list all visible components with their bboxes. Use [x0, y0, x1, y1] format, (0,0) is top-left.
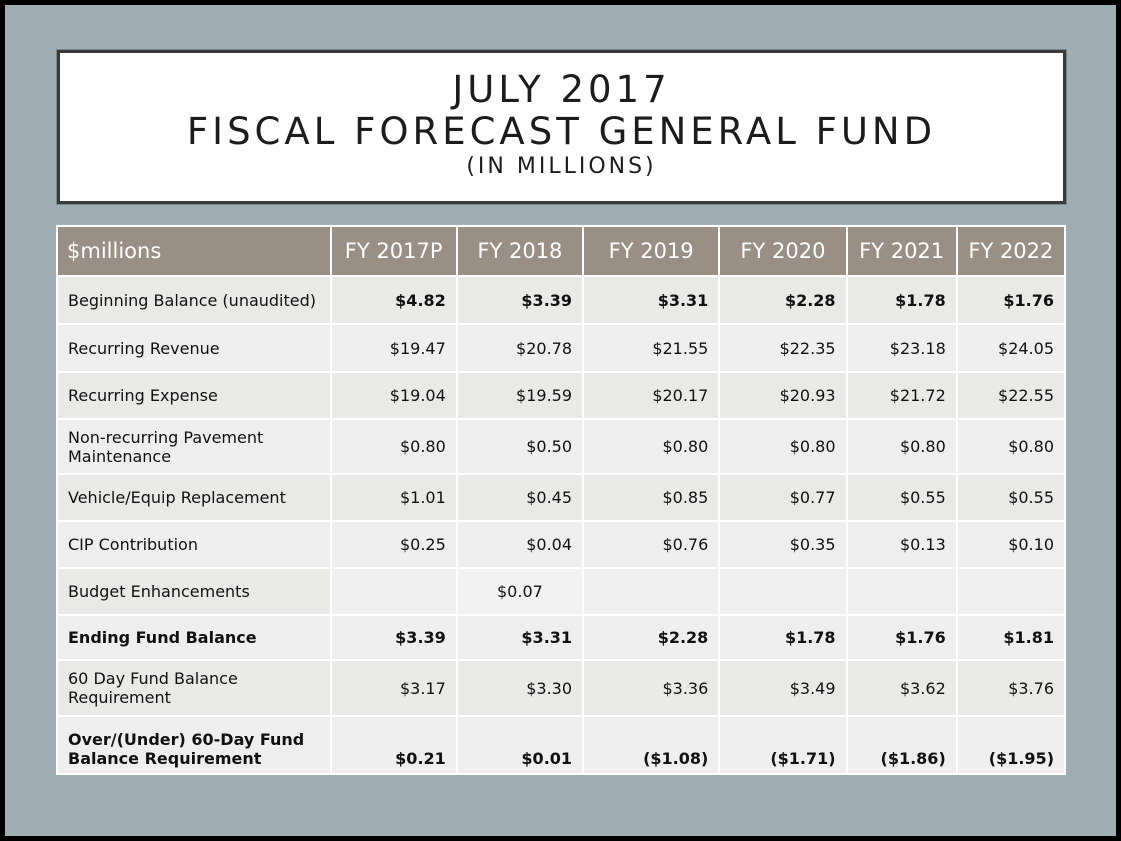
- table-row: 60 Day Fund Balance Requirement $3.17 $3…: [56, 659, 1067, 717]
- table-cell: $0.01: [455, 715, 585, 775]
- table-cell: $23.18: [845, 323, 958, 373]
- table-cell: $1.81: [955, 614, 1067, 661]
- title-date: JULY 2017: [452, 68, 671, 111]
- table-cell: ($1.95): [955, 715, 1067, 775]
- table-cell: $3.36: [582, 659, 721, 717]
- table-cell: $0.80: [718, 418, 848, 475]
- table-cell: $3.39: [329, 614, 458, 661]
- table-cell: $0.80: [582, 418, 721, 475]
- table-cell: $3.30: [455, 659, 585, 717]
- table-cell: $3.31: [582, 275, 721, 325]
- table-cell: $0.10: [955, 520, 1067, 569]
- table-cell: $0.77: [718, 473, 848, 522]
- table-cell: $0.80: [329, 418, 458, 475]
- table-cell: $19.59: [455, 371, 585, 420]
- table-row: Ending Fund Balance $3.39 $3.31 $2.28 $1…: [56, 614, 1067, 661]
- table-cell: $3.49: [718, 659, 848, 717]
- table-cell: $1.01: [329, 473, 458, 522]
- table-cell: $0.07: [455, 567, 585, 616]
- table-cell: ($1.08): [582, 715, 721, 775]
- table-cell: [955, 567, 1067, 616]
- table-cell: $0.21: [329, 715, 458, 775]
- table-cell: $0.04: [455, 520, 585, 569]
- title-box: JULY 2017 FISCAL FORECAST GENERAL FUND (…: [57, 50, 1066, 204]
- table-cell: [845, 567, 958, 616]
- table-cell: [329, 567, 458, 616]
- table-row: Recurring Expense $19.04 $19.59 $20.17 $…: [56, 371, 1067, 420]
- row-label: Budget Enhancements: [56, 567, 332, 616]
- table-cell: [718, 567, 848, 616]
- table-row: CIP Contribution $0.25 $0.04 $0.76 $0.35…: [56, 520, 1067, 569]
- table-cell: $0.85: [582, 473, 721, 522]
- header-fy2019: FY 2019: [582, 225, 721, 277]
- slide: JULY 2017 FISCAL FORECAST GENERAL FUND (…: [5, 5, 1116, 836]
- table-cell: $3.17: [329, 659, 458, 717]
- table-row: Recurring Revenue $19.47 $20.78 $21.55 $…: [56, 323, 1067, 373]
- table-cell: $0.25: [329, 520, 458, 569]
- table-cell: ($1.71): [718, 715, 848, 775]
- table-cell: $21.72: [845, 371, 958, 420]
- table-row: Non-recurring Pavement Maintenance $0.80…: [56, 418, 1067, 475]
- header-fy2020: FY 2020: [718, 225, 848, 277]
- title-main: FISCAL FORECAST GENERAL FUND: [186, 110, 937, 153]
- row-label: Vehicle/Equip Replacement: [56, 473, 332, 522]
- table-cell: ($1.86): [845, 715, 958, 775]
- row-label: Non-recurring Pavement Maintenance: [56, 418, 332, 475]
- header-label: $millions: [56, 225, 332, 277]
- table-cell: $20.93: [718, 371, 848, 420]
- table-cell: $3.31: [455, 614, 585, 661]
- table-row: Over/(Under) 60-Day Fund Balance Require…: [56, 715, 1067, 775]
- row-label: Recurring Revenue: [56, 323, 332, 373]
- row-label: 60 Day Fund Balance Requirement: [56, 659, 332, 717]
- table-cell: $0.80: [845, 418, 958, 475]
- table-cell: $3.62: [845, 659, 958, 717]
- header-row: $millions FY 2017P FY 2018 FY 2019 FY 20…: [56, 225, 1067, 277]
- table-cell: $0.50: [455, 418, 585, 475]
- table-row: Vehicle/Equip Replacement $1.01 $0.45 $0…: [56, 473, 1067, 522]
- table-cell: $19.04: [329, 371, 458, 420]
- table-cell: $0.55: [845, 473, 958, 522]
- table-cell: $21.55: [582, 323, 721, 373]
- table-cell: $1.78: [845, 275, 958, 325]
- table-cell: $19.47: [329, 323, 458, 373]
- title-units: (IN MILLIONS): [466, 154, 657, 179]
- table-cell: $0.13: [845, 520, 958, 569]
- table-cell: $3.39: [455, 275, 585, 325]
- table-cell: $22.55: [955, 371, 1067, 420]
- table-cell: [582, 567, 721, 616]
- row-label: Recurring Expense: [56, 371, 332, 420]
- table-cell: $0.55: [955, 473, 1067, 522]
- header-fy2022: FY 2022: [955, 225, 1067, 277]
- table-cell: $1.76: [955, 275, 1067, 325]
- row-label: CIP Contribution: [56, 520, 332, 569]
- forecast-table: $millions FY 2017P FY 2018 FY 2019 FY 20…: [56, 225, 1067, 775]
- table-cell: $4.82: [329, 275, 458, 325]
- table-cell: $1.78: [718, 614, 848, 661]
- table-row: Beginning Balance (unaudited) $4.82 $3.3…: [56, 275, 1067, 325]
- table-cell: $2.28: [718, 275, 848, 325]
- table-cell: $22.35: [718, 323, 848, 373]
- table-cell: $1.76: [845, 614, 958, 661]
- row-label: Over/(Under) 60-Day Fund Balance Require…: [56, 715, 332, 775]
- table-cell: $20.17: [582, 371, 721, 420]
- table-cell: $3.76: [955, 659, 1067, 717]
- table-cell: $0.80: [955, 418, 1067, 475]
- table-cell: $0.45: [455, 473, 585, 522]
- table-cell: $20.78: [455, 323, 585, 373]
- header-fy2021: FY 2021: [845, 225, 958, 277]
- table-cell: $24.05: [955, 323, 1067, 373]
- table-cell: $0.35: [718, 520, 848, 569]
- header-fy2018: FY 2018: [455, 225, 585, 277]
- header-fy2017p: FY 2017P: [329, 225, 458, 277]
- table-cell: $2.28: [582, 614, 721, 661]
- row-label: Beginning Balance (unaudited): [56, 275, 332, 325]
- table-row: Budget Enhancements $0.07: [56, 567, 1067, 616]
- row-label: Ending Fund Balance: [56, 614, 332, 661]
- table-cell: $0.76: [582, 520, 721, 569]
